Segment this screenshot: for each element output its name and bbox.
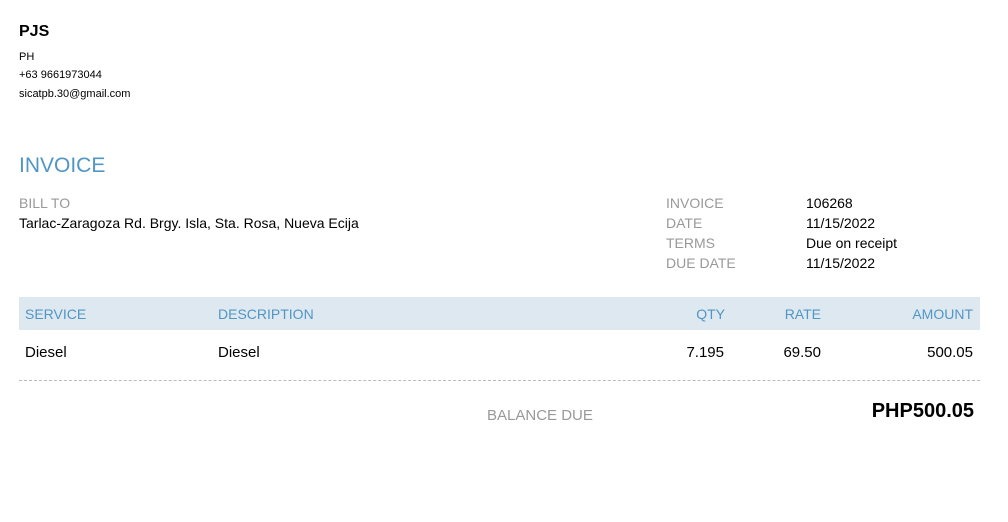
company-phone: +63 9661973044 [19,69,102,81]
meta-value-terms: Due on receipt [806,235,898,251]
meta-label-due-date: DUE DATE [666,255,736,271]
balance-due-value: PHP500.05 [871,400,974,422]
bill-to-label: BILL TO [19,195,71,211]
header-description: DESCRIPTION [218,306,314,322]
company-country: PH [19,51,35,63]
meta-label-date: DATE [666,215,703,231]
cell-service: Diesel [25,344,67,361]
meta-label-terms: TERMS [666,235,715,251]
cell-rate: 69.50 [783,344,821,361]
meta-value-invoice: 106268 [806,195,853,211]
header-rate: RATE [784,306,821,322]
cell-qty: 7.195 [686,344,724,361]
meta-label-invoice: INVOICE [666,195,724,211]
table-header: SERVICE DESCRIPTION QTY RATE AMOUNT [19,297,980,330]
bill-to-address: Tarlac-Zaragoza Rd. Brgy. Isla, Sta. Ros… [19,215,359,231]
header-qty: QTY [696,306,725,322]
company-name: PJS [19,23,50,40]
header-amount: AMOUNT [912,306,973,322]
cell-amount: 500.05 [927,344,973,361]
company-email: sicatpb.30@gmail.com [19,88,131,100]
meta-value-due-date: 11/15/2022 [806,255,876,271]
invoice-title: INVOICE [19,154,106,177]
cell-description: Diesel [218,344,260,361]
meta-value-date: 11/15/2022 [806,215,876,231]
header-service: SERVICE [25,306,87,322]
divider [19,380,980,381]
balance-due-label: BALANCE DUE [487,407,593,424]
